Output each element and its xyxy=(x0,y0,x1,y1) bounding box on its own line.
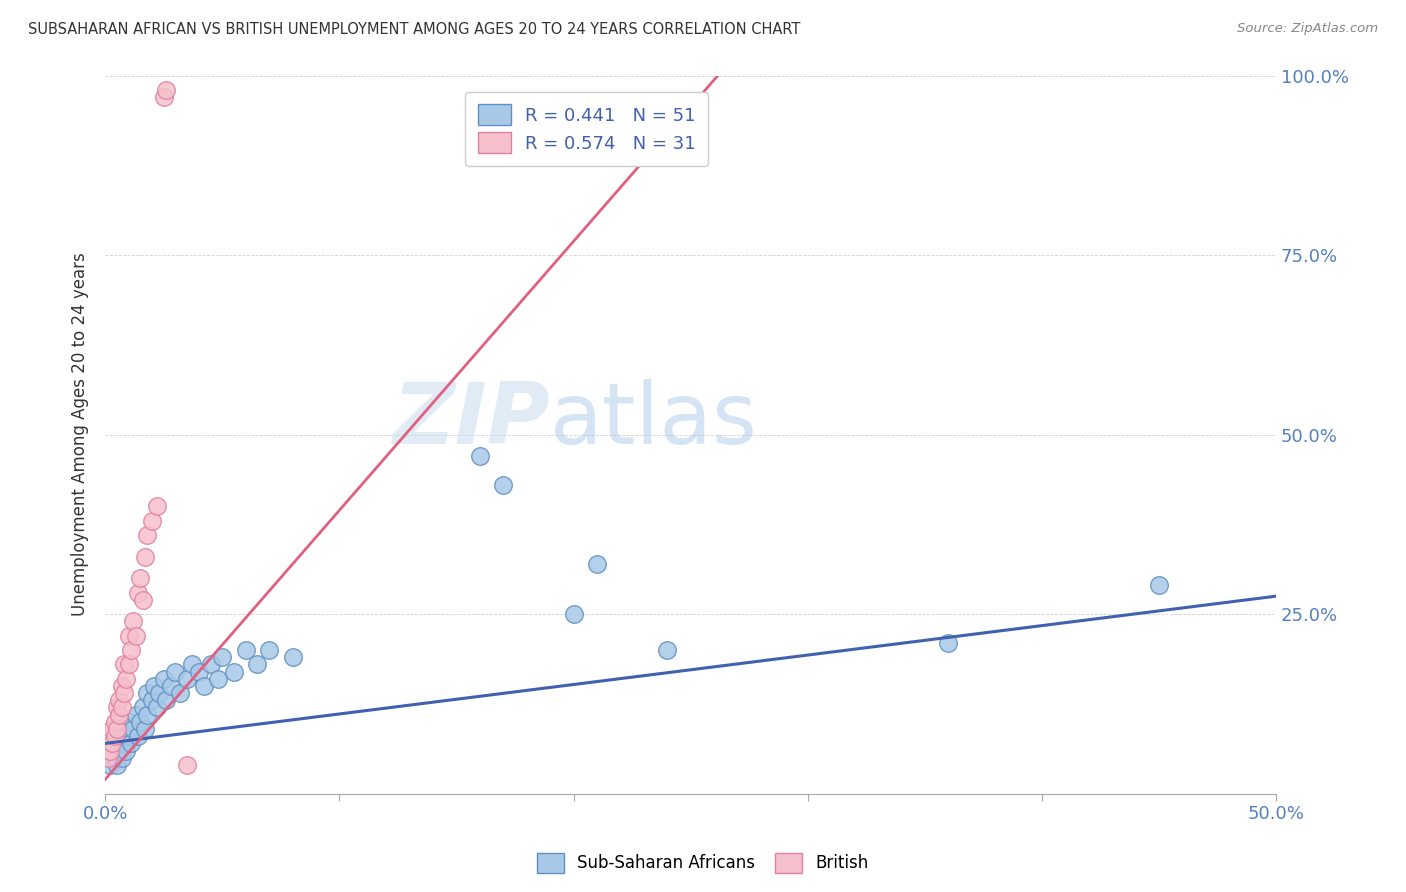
Point xyxy=(134,722,156,736)
Point xyxy=(122,615,145,629)
Point xyxy=(98,743,121,757)
Point xyxy=(145,500,167,514)
Text: Source: ZipAtlas.com: Source: ZipAtlas.com xyxy=(1237,22,1378,36)
Point xyxy=(657,643,679,657)
Point xyxy=(281,650,304,665)
Point xyxy=(127,585,149,599)
Text: ZIP: ZIP xyxy=(392,379,550,462)
Point xyxy=(108,743,131,757)
Point xyxy=(155,693,177,707)
Legend: Sub-Saharan Africans, British: Sub-Saharan Africans, British xyxy=(530,847,876,880)
Point xyxy=(110,679,132,693)
Point xyxy=(112,686,135,700)
Point xyxy=(112,722,135,736)
Point xyxy=(1147,578,1170,592)
Point xyxy=(131,592,153,607)
Point xyxy=(136,707,159,722)
Point xyxy=(122,722,145,736)
Text: atlas: atlas xyxy=(550,379,758,462)
Point xyxy=(235,643,257,657)
Point xyxy=(176,758,198,772)
Point xyxy=(110,751,132,765)
Point xyxy=(101,722,124,736)
Point xyxy=(120,643,142,657)
Point xyxy=(108,707,131,722)
Point xyxy=(115,743,138,757)
Point xyxy=(492,478,515,492)
Point xyxy=(145,700,167,714)
Point xyxy=(103,714,125,729)
Point xyxy=(159,679,181,693)
Point xyxy=(211,650,233,665)
Point xyxy=(141,514,163,528)
Point xyxy=(193,679,215,693)
Point xyxy=(98,758,121,772)
Point xyxy=(96,751,118,765)
Point xyxy=(105,722,128,736)
Point xyxy=(148,686,170,700)
Point xyxy=(105,700,128,714)
Point xyxy=(110,729,132,743)
Point xyxy=(98,729,121,743)
Point xyxy=(936,636,959,650)
Point xyxy=(207,672,229,686)
Point xyxy=(468,449,491,463)
Point xyxy=(129,571,152,585)
Point xyxy=(112,657,135,672)
Point xyxy=(143,679,166,693)
Point xyxy=(586,557,609,571)
Point xyxy=(96,751,118,765)
Point xyxy=(117,714,139,729)
Point xyxy=(105,758,128,772)
Point xyxy=(200,657,222,672)
Point xyxy=(101,736,124,750)
Point xyxy=(120,736,142,750)
Point xyxy=(110,700,132,714)
Point xyxy=(136,528,159,542)
Point xyxy=(180,657,202,672)
Point xyxy=(134,549,156,564)
Point xyxy=(222,665,245,679)
Point xyxy=(169,686,191,700)
Point xyxy=(103,751,125,765)
Point xyxy=(165,665,187,679)
Point xyxy=(131,700,153,714)
Point xyxy=(115,672,138,686)
Legend: R = 0.441   N = 51, R = 0.574   N = 31: R = 0.441 N = 51, R = 0.574 N = 31 xyxy=(465,92,709,166)
Point xyxy=(257,643,280,657)
Point xyxy=(562,607,585,621)
Point xyxy=(124,707,146,722)
Point xyxy=(117,729,139,743)
Point xyxy=(101,743,124,757)
Point xyxy=(117,657,139,672)
Point xyxy=(136,686,159,700)
Point xyxy=(141,693,163,707)
Point xyxy=(176,672,198,686)
Y-axis label: Unemployment Among Ages 20 to 24 years: Unemployment Among Ages 20 to 24 years xyxy=(72,252,89,616)
Point xyxy=(129,714,152,729)
Point xyxy=(124,629,146,643)
Text: SUBSAHARAN AFRICAN VS BRITISH UNEMPLOYMENT AMONG AGES 20 TO 24 YEARS CORRELATION: SUBSAHARAN AFRICAN VS BRITISH UNEMPLOYME… xyxy=(28,22,800,37)
Point xyxy=(152,90,174,104)
Point xyxy=(112,736,135,750)
Point xyxy=(105,736,128,750)
Point xyxy=(187,665,209,679)
Point xyxy=(152,672,174,686)
Point xyxy=(127,729,149,743)
Point xyxy=(155,83,177,97)
Point xyxy=(246,657,269,672)
Point xyxy=(103,729,125,743)
Point xyxy=(108,693,131,707)
Point xyxy=(117,629,139,643)
